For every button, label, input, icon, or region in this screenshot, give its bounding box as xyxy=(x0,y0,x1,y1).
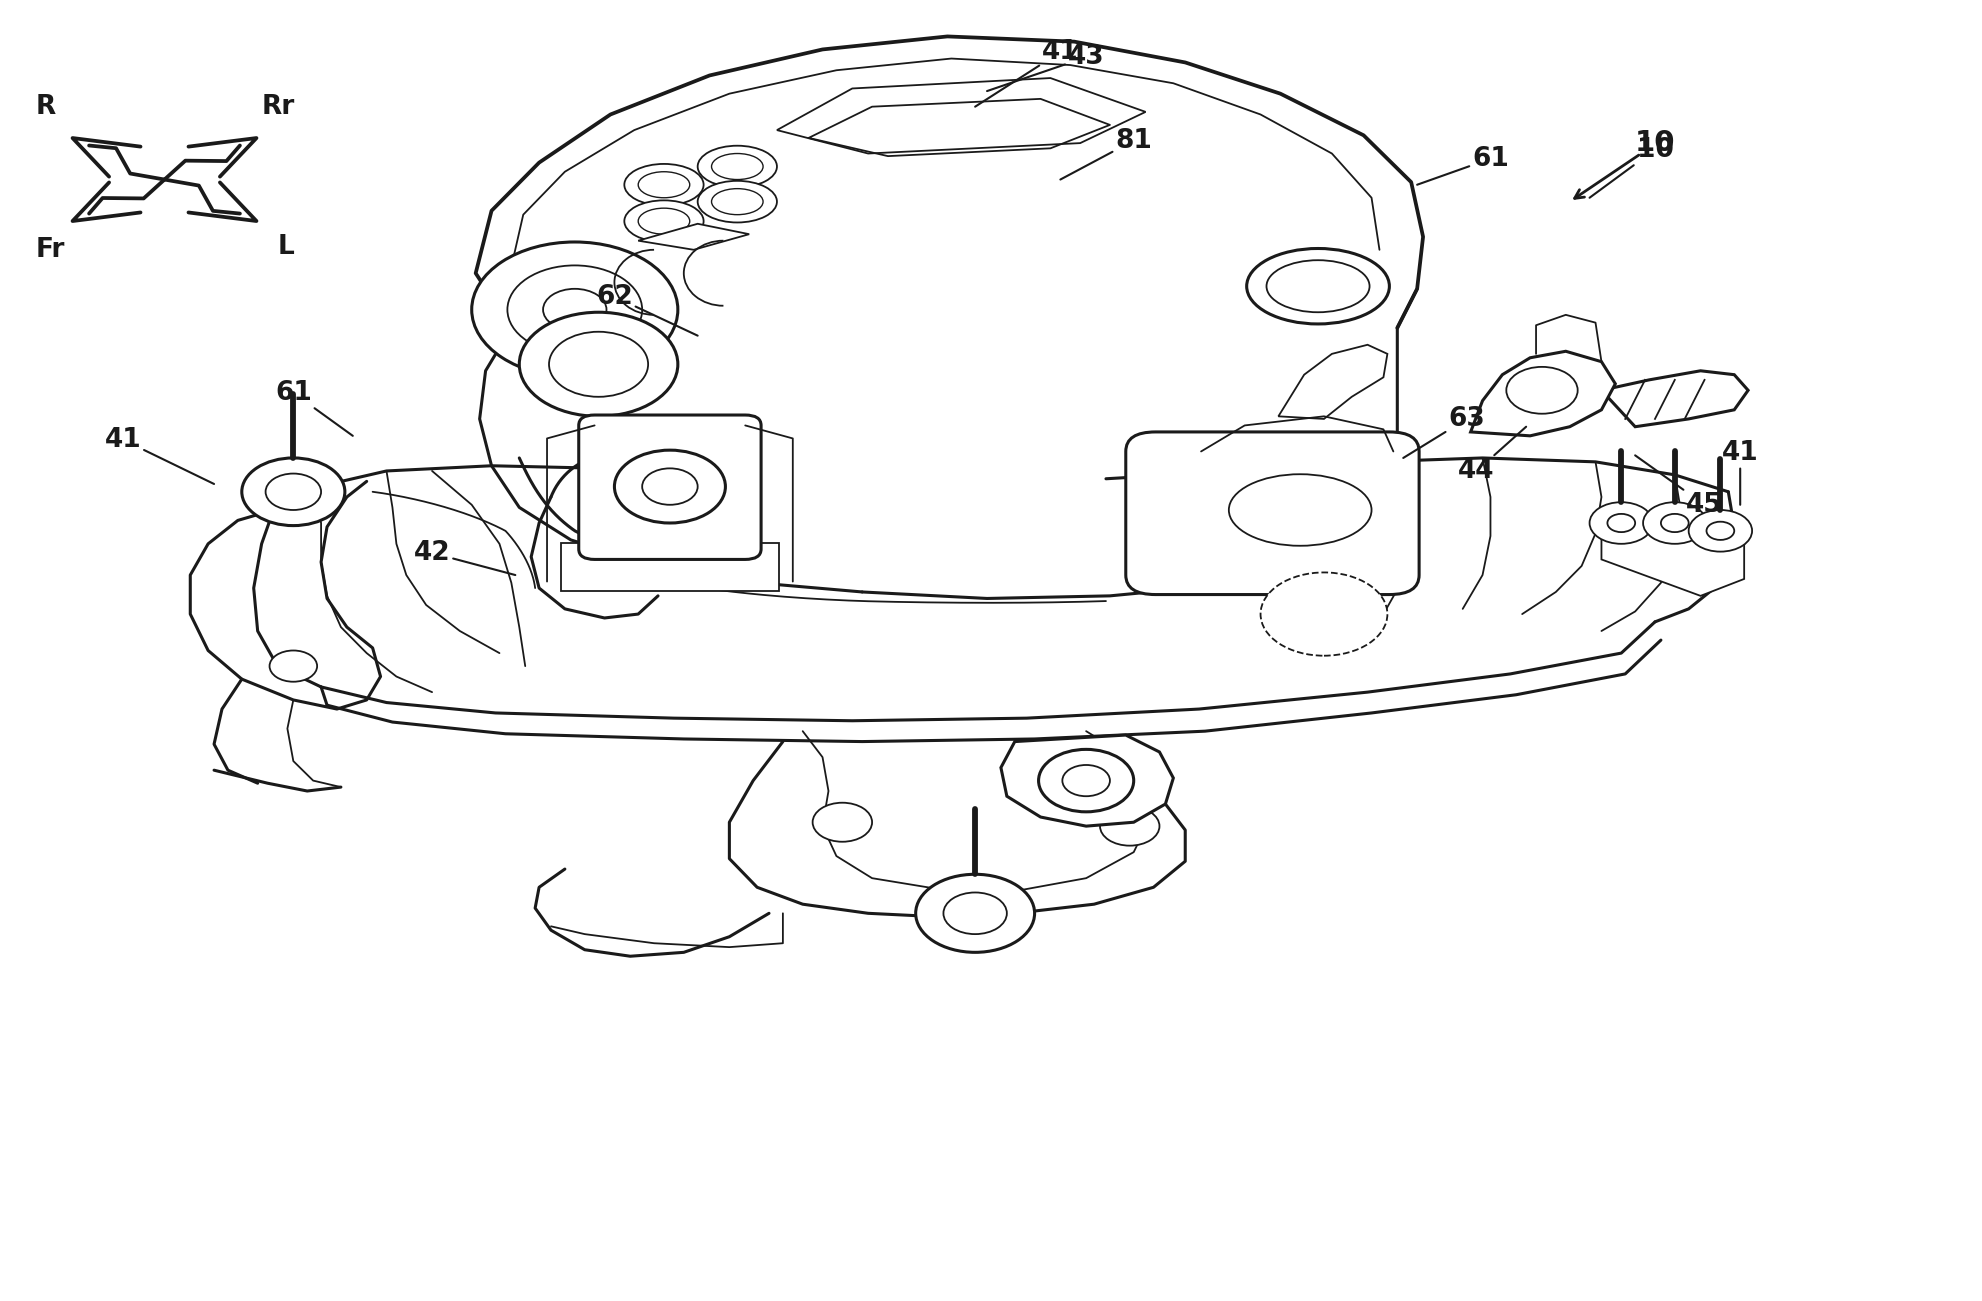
Polygon shape xyxy=(1471,351,1615,436)
Circle shape xyxy=(1643,502,1707,544)
Text: 41: 41 xyxy=(105,427,214,484)
Ellipse shape xyxy=(712,189,763,215)
Circle shape xyxy=(1062,765,1110,796)
Circle shape xyxy=(1707,522,1734,540)
Circle shape xyxy=(1039,749,1134,812)
Circle shape xyxy=(813,803,872,842)
Polygon shape xyxy=(1601,371,1748,427)
Circle shape xyxy=(943,892,1007,934)
Circle shape xyxy=(1689,510,1752,552)
Ellipse shape xyxy=(1247,248,1389,324)
Text: 45: 45 xyxy=(1635,455,1722,518)
Circle shape xyxy=(543,289,606,330)
Circle shape xyxy=(614,450,725,523)
Text: 62: 62 xyxy=(597,284,698,336)
Text: Rr: Rr xyxy=(262,94,295,120)
Ellipse shape xyxy=(698,146,777,187)
Circle shape xyxy=(916,874,1035,952)
Text: 43: 43 xyxy=(987,44,1104,91)
Polygon shape xyxy=(1001,735,1173,826)
Text: 44: 44 xyxy=(1459,427,1526,484)
Text: L: L xyxy=(277,234,293,260)
Circle shape xyxy=(1661,514,1689,532)
Polygon shape xyxy=(777,78,1146,154)
Ellipse shape xyxy=(624,164,704,206)
Ellipse shape xyxy=(1229,475,1372,546)
FancyBboxPatch shape xyxy=(1126,432,1419,595)
Circle shape xyxy=(519,312,678,416)
Circle shape xyxy=(1100,807,1159,846)
Polygon shape xyxy=(1278,345,1387,419)
Ellipse shape xyxy=(638,172,690,198)
Circle shape xyxy=(1261,572,1387,656)
Polygon shape xyxy=(1601,523,1744,596)
Ellipse shape xyxy=(624,200,704,242)
Circle shape xyxy=(472,242,678,377)
Ellipse shape xyxy=(712,154,763,180)
Text: 10: 10 xyxy=(1635,129,1675,157)
Circle shape xyxy=(1590,502,1653,544)
Text: Fr: Fr xyxy=(36,237,65,263)
Circle shape xyxy=(1506,367,1578,414)
Text: 10: 10 xyxy=(1590,137,1673,198)
Circle shape xyxy=(549,332,648,397)
Circle shape xyxy=(270,650,317,682)
Text: 63: 63 xyxy=(1403,406,1485,458)
Text: 41: 41 xyxy=(975,39,1078,107)
Text: 61: 61 xyxy=(1417,146,1508,185)
Text: 61: 61 xyxy=(275,380,353,436)
Text: 81: 81 xyxy=(1060,127,1152,180)
Polygon shape xyxy=(638,224,749,250)
Circle shape xyxy=(507,265,642,354)
Text: 41: 41 xyxy=(1722,440,1758,505)
Circle shape xyxy=(642,468,698,505)
FancyBboxPatch shape xyxy=(579,415,761,559)
Ellipse shape xyxy=(638,208,690,234)
Ellipse shape xyxy=(698,181,777,222)
Circle shape xyxy=(266,474,321,510)
Circle shape xyxy=(242,458,345,526)
Ellipse shape xyxy=(1266,260,1370,312)
Circle shape xyxy=(1607,514,1635,532)
Polygon shape xyxy=(561,543,779,591)
Text: R: R xyxy=(36,94,55,120)
Text: 42: 42 xyxy=(414,540,515,575)
